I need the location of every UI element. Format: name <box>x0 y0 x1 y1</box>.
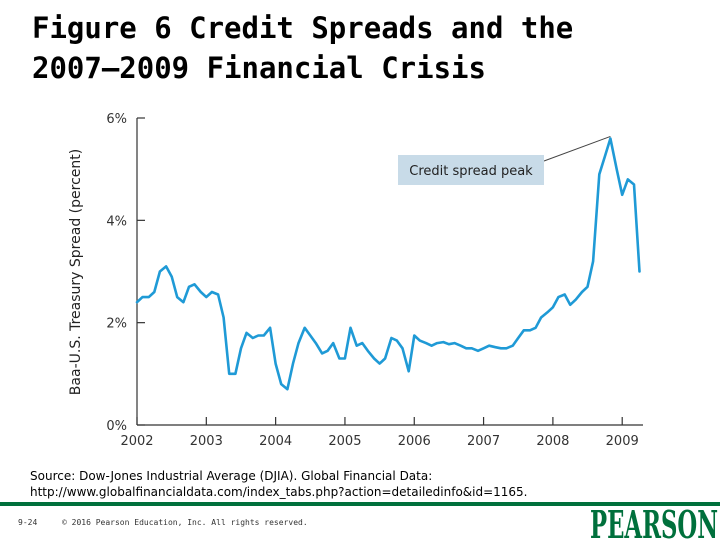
y-tick-label: 6% <box>106 112 127 127</box>
footer-rule <box>0 502 720 506</box>
annotation-label: Credit spread peak <box>409 164 533 179</box>
slide-title: Figure 6 Credit Spreads and the 2007–200… <box>32 8 692 88</box>
y-axis-label: Baa-U.S. Treasury Spread (percent) <box>68 149 84 395</box>
y-tick-label: 0% <box>106 419 127 434</box>
y-tick-label: 4% <box>106 214 127 229</box>
credit-spread-chart: 0% 2% 4% 6% 2002 2003 2004 2005 2006 2007 2008 2009… <box>68 112 643 449</box>
pearson-logo: PEARSON <box>588 504 720 540</box>
x-tick-label: 2002 <box>120 434 153 449</box>
spread-series-line <box>135 137 641 391</box>
x-tick-label: 2009 <box>606 434 639 449</box>
x-tick-label: 2003 <box>190 434 223 449</box>
x-tick-label: 2008 <box>536 434 569 449</box>
svg-text:PEARSON: PEARSON <box>590 504 718 540</box>
slide-title-line-1: Figure 6 Credit Spreads and the <box>32 11 574 45</box>
slide-number: 9-24 <box>18 518 38 527</box>
source-note: Source: Dow-Jones Industrial Average (DJ… <box>30 468 710 500</box>
annotation-leader-line <box>543 135 611 162</box>
y-tick-label: 2% <box>106 317 127 332</box>
x-tick-label: 2005 <box>328 434 361 449</box>
chart-marks: Credit spread peak <box>135 135 641 391</box>
copyright-notice: © 2016 Pearson Education, Inc. All right… <box>62 518 308 527</box>
x-tick-label: 2004 <box>259 434 292 449</box>
source-line-1: Source: Dow-Jones Industrial Average (DJ… <box>30 469 433 483</box>
chart-axes: 0% 2% 4% 6% 2002 2003 2004 2005 2006 2007 2008 2009 <box>106 112 643 449</box>
slide-footer: 9-24 © 2016 Pearson Education, Inc. All … <box>0 502 720 540</box>
source-line-2: http://www.globalfinancialdata.com/index… <box>30 485 528 499</box>
slide-title-line-2: 2007–2009 Financial Crisis <box>32 51 486 85</box>
annotation-box <box>398 155 544 185</box>
x-tick-label: 2006 <box>398 434 431 449</box>
x-tick-label: 2007 <box>467 434 500 449</box>
